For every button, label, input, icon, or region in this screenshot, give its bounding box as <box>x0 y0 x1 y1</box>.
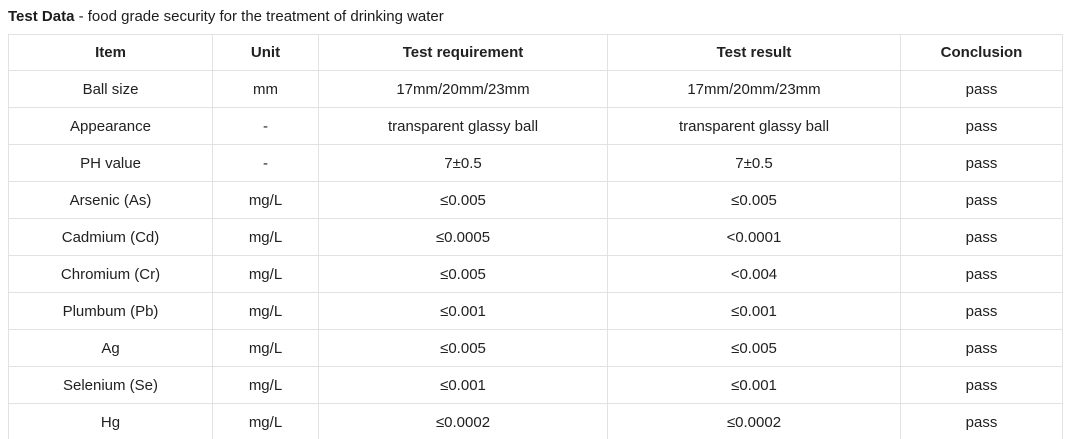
table-row: Appearance - transparent glassy ball transp… <box>8 107 1063 145</box>
cell-result: transparent glassy ball <box>607 107 901 145</box>
cell-result: <0.004 <box>607 255 901 293</box>
cell-unit: mg/L <box>212 292 319 330</box>
cell-item: Plumbum (Pb) <box>8 292 213 330</box>
cell-requirement: ≤0.005 <box>318 329 608 367</box>
table-row: Plumbum (Pb) mg/L ≤0.001 ≤0.001 pass <box>8 292 1063 330</box>
cell-conclusion: pass <box>900 144 1063 182</box>
cell-conclusion: pass <box>900 218 1063 256</box>
column-header-requirement: Test requirement <box>318 34 608 71</box>
cell-requirement: ≤0.0005 <box>318 218 608 256</box>
cell-unit: - <box>212 107 319 145</box>
cell-requirement: ≤0.005 <box>318 255 608 293</box>
cell-result: ≤0.0002 <box>607 403 901 439</box>
column-header-unit: Unit <box>212 34 319 71</box>
table-row: Cadmium (Cd) mg/L ≤0.0005 <0.0001 pass <box>8 218 1063 256</box>
table-row: Arsenic (As) mg/L ≤0.005 ≤0.005 pass <box>8 181 1063 219</box>
cell-conclusion: pass <box>900 366 1063 404</box>
cell-item: PH value <box>8 144 213 182</box>
cell-result: <0.0001 <box>607 218 901 256</box>
cell-unit: mg/L <box>212 329 319 367</box>
cell-requirement: ≤0.001 <box>318 292 608 330</box>
cell-conclusion: pass <box>900 403 1063 439</box>
cell-item: Ball size <box>8 70 213 108</box>
cell-item: Chromium (Cr) <box>8 255 213 293</box>
cell-item: Hg <box>8 403 213 439</box>
cell-item: Arsenic (As) <box>8 181 213 219</box>
cell-unit: mg/L <box>212 403 319 439</box>
cell-result: ≤0.005 <box>607 329 901 367</box>
cell-unit: mm <box>212 70 319 108</box>
table-header: Item Unit Test requirement Test result Concl… <box>8 34 1063 71</box>
cell-requirement: 17mm/20mm/23mm <box>318 70 608 108</box>
cell-item: Appearance <box>8 107 213 145</box>
cell-item: Ag <box>8 329 213 367</box>
table-header-row: Item Unit Test requirement Test result Concl… <box>8 34 1063 71</box>
cell-unit: mg/L <box>212 181 319 219</box>
cell-requirement: transparent glassy ball <box>318 107 608 145</box>
cell-conclusion: pass <box>900 329 1063 367</box>
cell-conclusion: pass <box>900 107 1063 145</box>
table-row: Selenium (Se) mg/L ≤0.001 ≤0.001 pass <box>8 366 1063 404</box>
cell-item: Cadmium (Cd) <box>8 218 213 256</box>
test-data-table: Item Unit Test requirement Test result Concl… <box>8 34 1063 439</box>
cell-result: 7±0.5 <box>607 144 901 182</box>
cell-result: ≤0.001 <box>607 366 901 404</box>
column-header-result: Test result <box>607 34 901 71</box>
section-title-description: - food grade security for the treatment … <box>74 8 444 25</box>
cell-unit: mg/L <box>212 255 319 293</box>
cell-result: ≤0.001 <box>607 292 901 330</box>
cell-unit: mg/L <box>212 218 319 256</box>
table-row: Ball size mm 17mm/20mm/23mm 17mm/20mm/23mm p… <box>8 70 1063 108</box>
cell-conclusion: pass <box>900 255 1063 293</box>
table-row: Hg mg/L ≤0.0002 ≤0.0002 pass <box>8 403 1063 439</box>
cell-result: 17mm/20mm/23mm <box>607 70 901 108</box>
cell-result: ≤0.005 <box>607 181 901 219</box>
table-body: Ball size mm 17mm/20mm/23mm 17mm/20mm/23mm p… <box>8 70 1063 439</box>
section-title: Test Data - food grade security for the … <box>8 7 1062 27</box>
cell-requirement: ≤0.0002 <box>318 403 608 439</box>
cell-requirement: ≤0.005 <box>318 181 608 219</box>
cell-item: Selenium (Se) <box>8 366 213 404</box>
cell-conclusion: pass <box>900 181 1063 219</box>
cell-unit: mg/L <box>212 366 319 404</box>
column-header-conclusion: Conclusion <box>900 34 1063 71</box>
cell-conclusion: pass <box>900 292 1063 330</box>
cell-requirement: ≤0.001 <box>318 366 608 404</box>
table-row: Ag mg/L ≤0.005 ≤0.005 pass <box>8 329 1063 367</box>
column-header-item: Item <box>8 34 213 71</box>
cell-requirement: 7±0.5 <box>318 144 608 182</box>
section-title-label: Test Data <box>8 8 75 25</box>
table-row: Chromium (Cr) mg/L ≤0.005 <0.004 pass <box>8 255 1063 293</box>
cell-unit: - <box>212 144 319 182</box>
table-row: PH value -7±0.5 7±0.5 pass <box>8 144 1063 182</box>
cell-conclusion: pass <box>900 70 1063 108</box>
